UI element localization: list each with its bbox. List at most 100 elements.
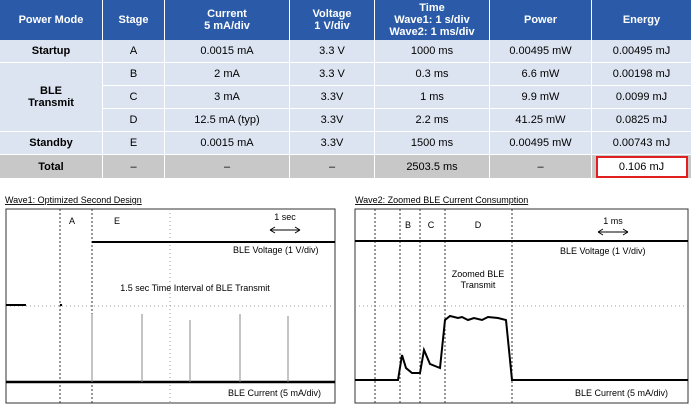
table-cell: 0.00495 mJ bbox=[592, 40, 692, 63]
power-mode: Total bbox=[38, 160, 64, 173]
cell-text: 2 mA bbox=[214, 68, 240, 80]
header-text: Wave2: 1 ms/div bbox=[389, 26, 475, 38]
cell-text: A bbox=[129, 45, 138, 57]
scale-arrow bbox=[269, 226, 301, 234]
header-cell: Power Mode bbox=[0, 0, 103, 40]
table-cell: D bbox=[103, 109, 165, 132]
table-cell: 0.0099 mJ bbox=[592, 86, 692, 109]
header-text: Power bbox=[523, 14, 557, 26]
table-cell: 3.3 V bbox=[290, 63, 375, 86]
marker: B bbox=[405, 220, 411, 230]
cell-text: 3.3 V bbox=[319, 68, 345, 80]
time-scale: 1 sec bbox=[274, 212, 296, 222]
cell-text: 3.3V bbox=[320, 137, 344, 149]
voltage-label: BLE Voltage (1 V/div) bbox=[560, 246, 646, 256]
cell-text: – bbox=[537, 160, 544, 173]
header-cell: Power bbox=[490, 0, 592, 40]
wave1-title: Wave1: Optimized Second Design bbox=[5, 195, 142, 205]
header-text: Voltage bbox=[312, 8, 352, 20]
header-text: 5 mA/div bbox=[204, 20, 250, 32]
voltage-label: BLE Voltage (1 V/div) bbox=[233, 245, 319, 255]
table-cell: B bbox=[103, 63, 165, 86]
cell-text: E bbox=[129, 137, 138, 149]
table-cell: 3 mA bbox=[165, 86, 290, 109]
cell-text: 2.2 ms bbox=[415, 114, 449, 126]
table-cell: 0.106 mJ bbox=[592, 155, 692, 179]
table-cell: 3.3V bbox=[290, 132, 375, 155]
header-text: Wave1: 1 s/div bbox=[394, 14, 470, 26]
table-cell: 0.00495 mW bbox=[490, 40, 592, 63]
energy-table: Power Mode Stage Current 5 mA/div Voltage 1 V… bbox=[0, 0, 692, 179]
table-cell: 6.6 mW bbox=[490, 63, 592, 86]
marker: E bbox=[114, 216, 120, 226]
cell-text: 3 mA bbox=[214, 91, 240, 103]
table-cell: 1 ms bbox=[375, 86, 490, 109]
table-row: D 12.5 mA (typ) 3.3V 2.2 ms 41.25 mW 0.0825 m… bbox=[0, 109, 692, 132]
cell-text: 41.25 mW bbox=[515, 114, 566, 126]
cell-text: D bbox=[129, 114, 138, 126]
cell-text: 1 ms bbox=[420, 91, 444, 103]
table-cell: E bbox=[103, 132, 165, 155]
header-text: 1 V/div bbox=[314, 20, 350, 32]
scale-arrow bbox=[597, 228, 629, 236]
cell-text: 1000 ms bbox=[410, 45, 454, 57]
table-cell: 9.9 mW bbox=[490, 86, 592, 109]
current-trace bbox=[355, 314, 688, 381]
table-row: Startup A 0.0015 mA 3.3 V 1000 ms 0.00495 mW 0… bbox=[0, 40, 692, 63]
table-cell: 2 mA bbox=[165, 63, 290, 86]
cell-text: 0.00495 mW bbox=[509, 45, 572, 57]
table-cell: 0.3 ms bbox=[375, 63, 490, 86]
header-cell: Voltage 1 V/div bbox=[290, 0, 375, 40]
cell-text: 3.3 V bbox=[319, 45, 345, 57]
cell-text: 0.00495 mJ bbox=[612, 45, 671, 57]
cell-text: 12.5 mA (typ) bbox=[194, 114, 260, 126]
annotation: Transmit bbox=[461, 280, 496, 290]
table-cell: – bbox=[490, 155, 592, 179]
current-label: BLE Current (5 mA/div) bbox=[228, 388, 321, 398]
power-mode-cell: Startup bbox=[0, 40, 103, 63]
header-text: Energy bbox=[622, 14, 661, 26]
cell-text: 0.0015 mA bbox=[200, 45, 254, 57]
cell-text: 3.3V bbox=[320, 114, 344, 126]
cell-text: 0.0099 mJ bbox=[615, 91, 668, 103]
time-scale: 1 ms bbox=[603, 216, 623, 226]
header-cell: Energy bbox=[592, 0, 692, 40]
table-cell: 2503.5 ms bbox=[375, 155, 490, 179]
table-cell: C bbox=[103, 86, 165, 109]
table-row: Standby E 0.0015 mA 3.3V 1500 ms 0.00495 mW 0.… bbox=[0, 132, 692, 155]
table-cell: 0.0825 mJ bbox=[592, 109, 692, 132]
cell-text: 0.3 ms bbox=[415, 68, 449, 80]
cell-text: – bbox=[223, 160, 231, 173]
table-cell: A bbox=[103, 40, 165, 63]
header-text: Stage bbox=[118, 14, 149, 26]
power-mode: BLE Transmit bbox=[28, 85, 74, 109]
table-cell: 41.25 mW bbox=[490, 109, 592, 132]
waveforms: Wave1: Optimized Second Design A E 1 sec… bbox=[5, 195, 689, 404]
table-cell: 0.0015 mA bbox=[165, 132, 290, 155]
marker: A bbox=[69, 216, 75, 226]
table-cell: 0.0015 mA bbox=[165, 40, 290, 63]
power-mode: Startup bbox=[31, 45, 71, 57]
table-cell: 1500 ms bbox=[375, 132, 490, 155]
table-cell: 3.3V bbox=[290, 86, 375, 109]
table-cell: 0.00743 mJ bbox=[592, 132, 692, 155]
table-row: Total – – – 2503.5 ms – 0.106 mJ bbox=[0, 155, 692, 179]
voltage-trace bbox=[6, 241, 335, 306]
table-cell: – bbox=[103, 155, 165, 179]
table-cell: – bbox=[165, 155, 290, 179]
current-label: BLE Current (5 mA/div) bbox=[575, 388, 668, 398]
header-text: Time bbox=[419, 2, 445, 14]
marker: C bbox=[428, 220, 435, 230]
cell-text: C bbox=[129, 91, 138, 103]
cell-text: B bbox=[129, 68, 138, 80]
power-mode: Standby bbox=[29, 137, 73, 149]
current-spikes bbox=[91, 314, 289, 382]
marker: D bbox=[475, 220, 482, 230]
table-row: BLE Transmit B 2 mA 3.3 V 0.3 ms 6.6 mW 0.0019… bbox=[0, 63, 692, 132]
cell-text: 0.00743 mJ bbox=[612, 137, 671, 149]
cell-text: 9.9 mW bbox=[521, 91, 560, 103]
table-cell: 3.3 V bbox=[290, 40, 375, 63]
table-cell: 3.3V bbox=[290, 109, 375, 132]
header-cell: Stage bbox=[103, 0, 165, 40]
